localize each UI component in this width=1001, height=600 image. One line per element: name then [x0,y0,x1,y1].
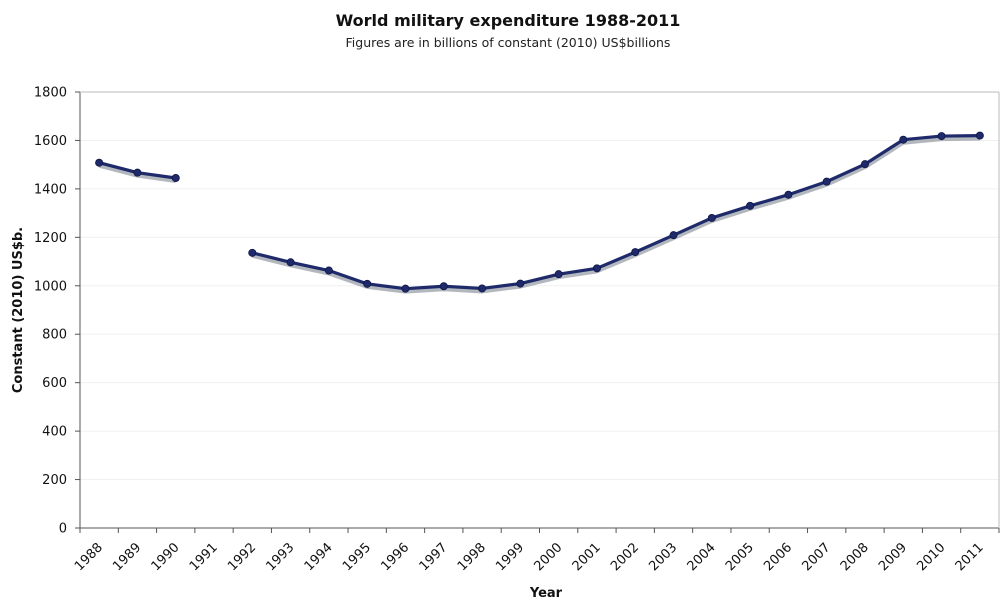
x-tick-label: 2004 [685,540,719,574]
data-point [937,132,946,141]
chart-title: World military expenditure 1988-2011 [336,11,681,30]
data-point [478,284,487,293]
x-tick-label: 2000 [531,540,565,574]
x-tick-label: 2006 [761,540,795,574]
data-point [860,160,869,169]
data-point [401,284,410,293]
x-tick-label: 2001 [570,540,604,574]
x-tick-label: 1999 [493,540,527,574]
x-tick-label: 1991 [187,540,221,574]
x-tick-label: 2002 [608,540,642,574]
data-point [899,135,908,144]
data-point [286,258,295,267]
data-point [975,131,984,140]
data-point [439,282,448,291]
chart-subtitle: Figures are in billions of constant (201… [346,35,671,50]
series-line [251,134,980,291]
data-point [133,168,142,177]
x-tick-label: 2005 [723,540,757,574]
x-tick-label: 2008 [838,540,872,574]
y-tick-label: 0 [59,522,67,537]
y-axis-title: Constant (2010) US$b. [11,227,26,393]
x-tick-label: 2007 [800,540,834,574]
y-tick-label: 1600 [34,134,67,149]
data-point [95,158,104,167]
x-tick-label: 2009 [876,540,910,574]
x-tick-label: 1994 [302,540,336,574]
data-point [171,173,180,182]
data-point [746,201,755,210]
x-tick-label: 1997 [417,540,451,574]
y-tick-label: 1800 [34,86,67,101]
x-tick-label: 2011 [953,540,987,574]
x-tick-label: 1990 [149,540,183,574]
y-tick-label: 600 [42,376,67,391]
x-tick-label: 1998 [455,540,489,574]
x-tick-label: 2010 [914,540,948,574]
data-point [707,213,716,222]
data-point [554,270,563,279]
series-line-shadow [251,136,980,294]
data-point [324,266,333,275]
x-tick-label: 1993 [263,540,297,574]
x-tick-label: 2003 [646,540,680,574]
data-point [669,231,678,240]
data-point [631,248,640,257]
data-point [363,279,372,288]
y-tick-label: 200 [42,473,67,488]
plot-area: 0 200 400 600 800 1000 1200 1400 1600 1800 1988 198… [34,86,1000,574]
data-point [784,190,793,199]
x-tick-label: 1996 [378,540,412,574]
y-tick-label: 1400 [34,182,67,197]
y-tick-label: 1000 [34,279,67,294]
x-tick-label: 1995 [340,540,374,574]
x-tick-label: 1992 [225,540,259,574]
data-point [592,264,601,273]
data-point [248,248,257,257]
data-point [822,177,831,186]
x-axis-title: Year [529,586,563,600]
y-tick-label: 800 [42,328,67,343]
y-tick-label: 1200 [34,231,67,246]
data-point [516,279,525,288]
x-tick-label: 1989 [110,540,144,574]
x-tick-label: 1988 [72,540,106,574]
y-tick-label: 400 [42,425,67,440]
